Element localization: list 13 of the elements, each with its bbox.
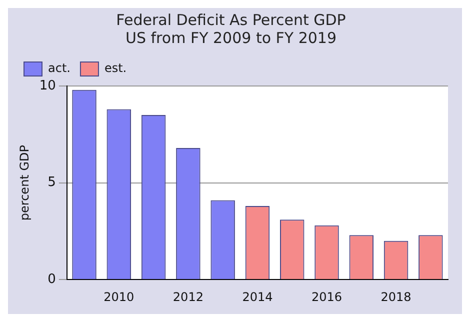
- y-tick-label: 5: [48, 175, 56, 190]
- legend-label: est.: [104, 61, 127, 76]
- y-axis-title: percent GDP: [17, 145, 32, 221]
- x-tick-label: 2014: [242, 290, 273, 304]
- x-tick-label: 2016: [311, 290, 342, 304]
- x-tick-label: 2018: [380, 290, 412, 304]
- chart-title: Federal Deficit As Percent GDP: [116, 10, 346, 29]
- legend-label: act.: [48, 61, 70, 76]
- x-tick-label: 2012: [172, 290, 204, 304]
- x-tick-label: 2010: [104, 290, 134, 304]
- y-tick-label: 0: [48, 272, 56, 287]
- y-tick-label: 10: [39, 78, 56, 94]
- chart-subtitle: US from FY 2009 to FY 2019: [125, 28, 337, 47]
